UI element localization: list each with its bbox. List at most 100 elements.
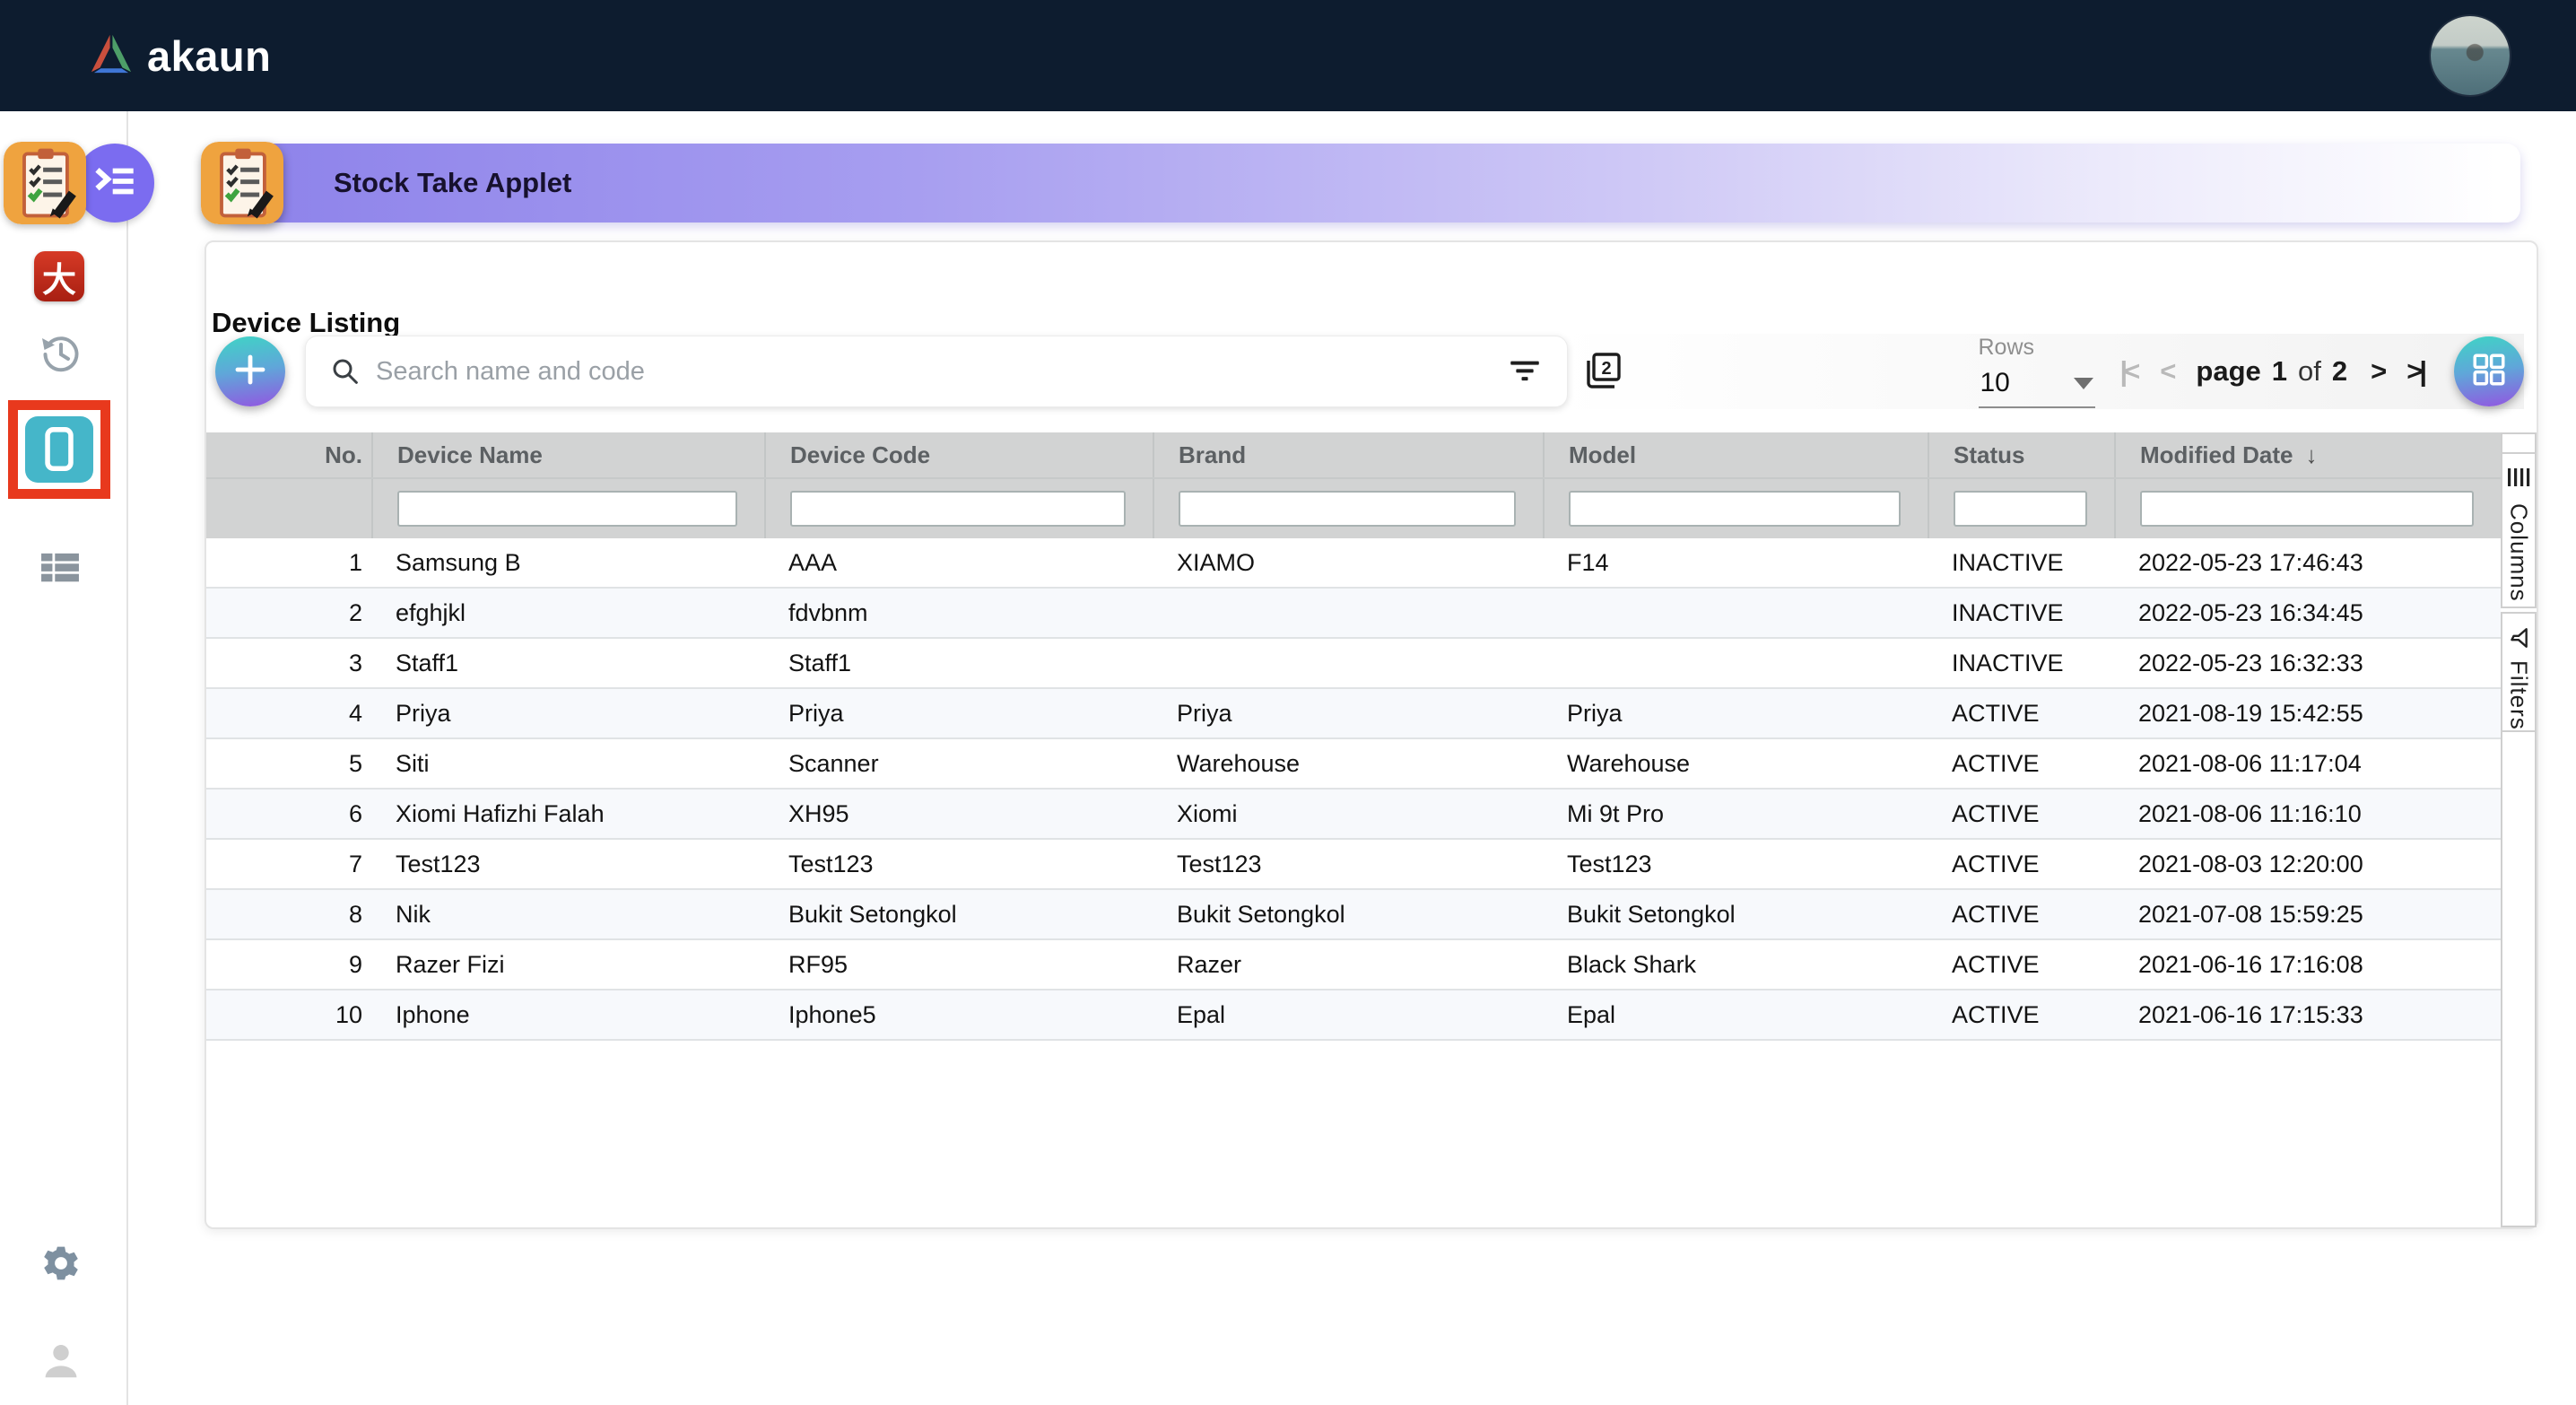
prev-page-button[interactable]: < [2160, 355, 2176, 387]
filter-input-modified-date[interactable] [2140, 491, 2474, 527]
grid-view-icon [2470, 351, 2508, 393]
table-cell: Nik [396, 900, 431, 928]
page-layout: 大 [0, 111, 2576, 1405]
table-cell: 2022-05-23 16:32:33 [2138, 649, 2363, 676]
column-header-device-code[interactable]: Device Code [764, 432, 1153, 477]
table-cell: Samsung B [396, 548, 521, 576]
dahua-glyph: 大 [41, 261, 76, 300]
table-cell: 2021-08-19 15:42:55 [2138, 699, 2363, 727]
rows-per-page-value: 10 [1980, 368, 2010, 397]
table-cell: Epal [1567, 1000, 1616, 1028]
tab-columns[interactable]: Columns [2501, 452, 2537, 608]
table-cell: Test123 [1567, 850, 1652, 877]
first-page-button[interactable]: |< [2119, 355, 2141, 387]
column-header-device-name[interactable]: Device Name [371, 432, 764, 477]
table-cell: INACTIVE [1952, 548, 2064, 576]
column-header-status[interactable]: Status [1928, 432, 2114, 477]
search-input[interactable] [374, 355, 1506, 388]
search-icon [329, 355, 361, 388]
table-cell: ACTIVE [1952, 1000, 2040, 1028]
sidebar-item-table-list[interactable] [39, 553, 81, 589]
table-row[interactable]: 8 Nik Bukit Setongkol Bukit Setongkol Bukit … [206, 890, 2501, 940]
filter-2-pages-icon[interactable]: 2 [1582, 350, 1625, 393]
page-indicator: page 1 of 2 [2196, 355, 2348, 387]
table-cell: ACTIVE [1952, 799, 2040, 827]
table-cell: Black Shark [1567, 950, 1697, 978]
side-panel-spacer [2501, 730, 2537, 1227]
sort-desc-icon: ↓ [2305, 441, 2318, 468]
column-header-model[interactable]: Model [1543, 432, 1928, 477]
table-cell: 8 [348, 900, 362, 928]
top-navbar: akaun [0, 0, 2576, 111]
table-cell: ACTIVE [1952, 950, 2040, 978]
rows-label: Rows [1978, 335, 2035, 360]
columns-icon [2507, 467, 2530, 493]
table-cell: 6 [348, 799, 362, 827]
table-cell: ACTIVE [1952, 749, 2040, 777]
table-row[interactable]: 7 Test123 Test123 Test123 Test123 ACTIVE 2021-… [206, 840, 2501, 890]
table-cell: Razer Fizi [396, 950, 505, 978]
table-row[interactable]: 6 Xiomi Hafizhi Falah XH95 Xiomi Mi 9t Pro AC… [206, 790, 2501, 840]
sidebar-item-device-listing-selected[interactable] [8, 400, 110, 499]
table-row[interactable]: 9 Razer Fizi RF95 Razer Black Shark ACTIVE 202… [206, 940, 2501, 990]
table-cell: 2021-06-16 17:15:33 [2138, 1000, 2363, 1028]
sidebar-item-stock-take-applet[interactable] [4, 142, 86, 224]
filter-list-icon[interactable] [1506, 357, 1544, 386]
table-cell: INACTIVE [1952, 649, 2064, 676]
rows-per-page-select[interactable]: Rows 10 [1978, 335, 2095, 408]
sidebar-item-dahua-app[interactable]: 大 [34, 251, 84, 301]
tab-columns-label: Columns [2505, 503, 2533, 602]
table-filter-row [206, 477, 2501, 538]
sidebar-item-history[interactable] [39, 334, 83, 377]
table-cell: Priya [1567, 699, 1623, 727]
table-cell: INACTIVE [1952, 598, 2064, 626]
plus-icon [231, 351, 269, 393]
sidebar-item-console-badge[interactable] [75, 144, 154, 223]
table-cell: Scanner [788, 749, 879, 777]
sidebar-item-profile[interactable] [41, 1342, 81, 1382]
brand-name: akaun [147, 31, 272, 80]
table-body: 1 Samsung B AAA XIAMO F14 INACTIVE 2022-05-23 … [206, 538, 2501, 1041]
table-cell: 4 [348, 699, 362, 727]
column-header-modified-date[interactable]: Modified Date ↓ [2114, 432, 2501, 477]
table-cell: 2021-07-08 15:59:25 [2138, 900, 2363, 928]
side-panel-spacer [2501, 432, 2537, 454]
user-profile-icon [41, 1340, 81, 1384]
column-header-brand[interactable]: Brand [1153, 432, 1543, 477]
table-row[interactable]: 4 Priya Priya Priya Priya ACTIVE 2021-08-19 15… [206, 689, 2501, 739]
table-row[interactable]: 10 Iphone Iphone5 Epal Epal ACTIVE 2021-06-16 … [206, 990, 2501, 1041]
table-row[interactable]: 2 efghjkl fdvbnm INACTIVE 2022-05-23 16:34:4… [206, 589, 2501, 639]
table-row[interactable]: 3 Staff1 Staff1 INACTIVE 2022-05-23 16:32:33 [206, 639, 2501, 689]
table-cell: Iphone [396, 1000, 470, 1028]
applet-header: Stock Take Applet [201, 142, 2558, 226]
user-avatar[interactable] [2431, 16, 2510, 95]
grid-view-button[interactable] [2454, 336, 2524, 406]
filter-input-status[interactable] [1954, 491, 2087, 527]
table-cell: 9 [348, 950, 362, 978]
table-cell: Epal [1177, 1000, 1226, 1028]
tab-filters-label: Filters [2505, 660, 2533, 730]
table-cell: 2021-06-16 17:16:08 [2138, 950, 2363, 978]
tab-filters[interactable]: Filters [2501, 612, 2537, 732]
table-cell: Staff1 [788, 649, 852, 676]
add-device-button[interactable] [215, 336, 285, 406]
filter-input-model[interactable] [1569, 491, 1901, 527]
column-header-no[interactable]: No. [325, 441, 362, 468]
next-page-button[interactable]: > [2371, 355, 2387, 387]
table-cell: Iphone5 [788, 1000, 876, 1028]
table-row[interactable]: 5 Siti Scanner Warehouse Warehouse ACTIVE 2021… [206, 739, 2501, 790]
last-page-button[interactable]: >| [2406, 355, 2427, 387]
table-cell: Priya [396, 699, 451, 727]
device-listing-card: Device Listing [205, 240, 2538, 1229]
table-row[interactable]: 1 Samsung B AAA XIAMO F14 INACTIVE 2022-05-23 … [206, 538, 2501, 589]
sidebar-item-settings[interactable] [41, 1245, 81, 1285]
akaun-triangle-logo-icon [90, 33, 133, 79]
table-cell: XH95 [788, 799, 849, 827]
filter-input-brand[interactable] [1179, 491, 1516, 527]
filter-input-device-code[interactable] [790, 491, 1126, 527]
settings-gear-icon [41, 1244, 81, 1287]
table-cell: 2021-08-06 11:16:10 [2138, 799, 2362, 827]
filter-input-device-name[interactable] [397, 491, 737, 527]
table-cell: Test123 [1177, 850, 1262, 877]
table-cell: 1 [348, 548, 362, 576]
